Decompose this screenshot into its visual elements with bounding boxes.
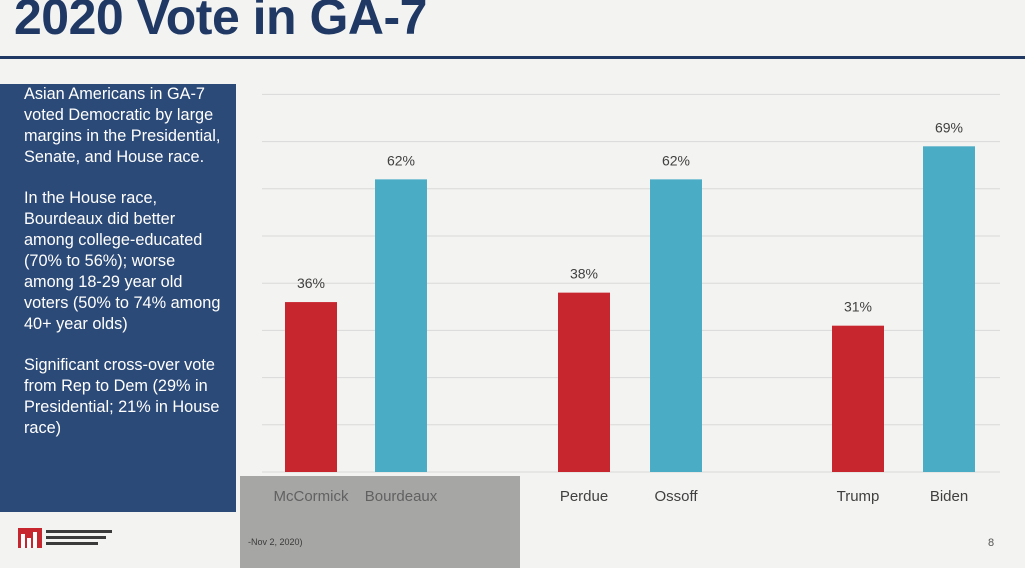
summary-panel: Asian Americans in GA-7 voted Democratic… bbox=[0, 84, 236, 512]
data-label: 69% bbox=[935, 119, 963, 135]
bar-mccormick bbox=[285, 302, 337, 472]
data-label: 38% bbox=[570, 266, 598, 282]
data-label: 31% bbox=[844, 299, 872, 315]
bar-bourdeaux bbox=[375, 179, 427, 473]
bar-trump bbox=[832, 325, 884, 472]
chart-gridlines bbox=[262, 93, 1000, 473]
summary-paragraph: Significant cross-over vote from Rep to … bbox=[24, 356, 220, 437]
bar-ossoff bbox=[650, 179, 702, 473]
summary-paragraph: Asian Americans in GA-7 voted Democratic… bbox=[24, 85, 221, 166]
category-label: Biden bbox=[930, 488, 968, 505]
category-label: Ossoff bbox=[654, 488, 698, 505]
summary-paragraph: In the House race, Bourdeaux did better … bbox=[24, 189, 221, 333]
bar-perdue bbox=[558, 292, 610, 472]
data-label: 36% bbox=[297, 275, 325, 291]
data-label: 62% bbox=[387, 152, 415, 168]
organization-logo bbox=[18, 528, 112, 548]
bar-biden bbox=[923, 146, 975, 472]
data-label: 62% bbox=[662, 152, 690, 168]
slide-title: 2020 Vote in GA-7 bbox=[14, 0, 427, 45]
chart-bars bbox=[285, 146, 975, 473]
source-note: -Nov 2, 2020) bbox=[248, 537, 303, 547]
page-number: 8 bbox=[988, 537, 995, 549]
title-divider bbox=[0, 56, 1025, 59]
category-label: Trump bbox=[837, 488, 880, 505]
video-overlay bbox=[240, 476, 520, 568]
category-label: Perdue bbox=[560, 488, 608, 505]
chart-data-labels: 36% 62% 38% 62% 31% 69% bbox=[297, 119, 963, 314]
